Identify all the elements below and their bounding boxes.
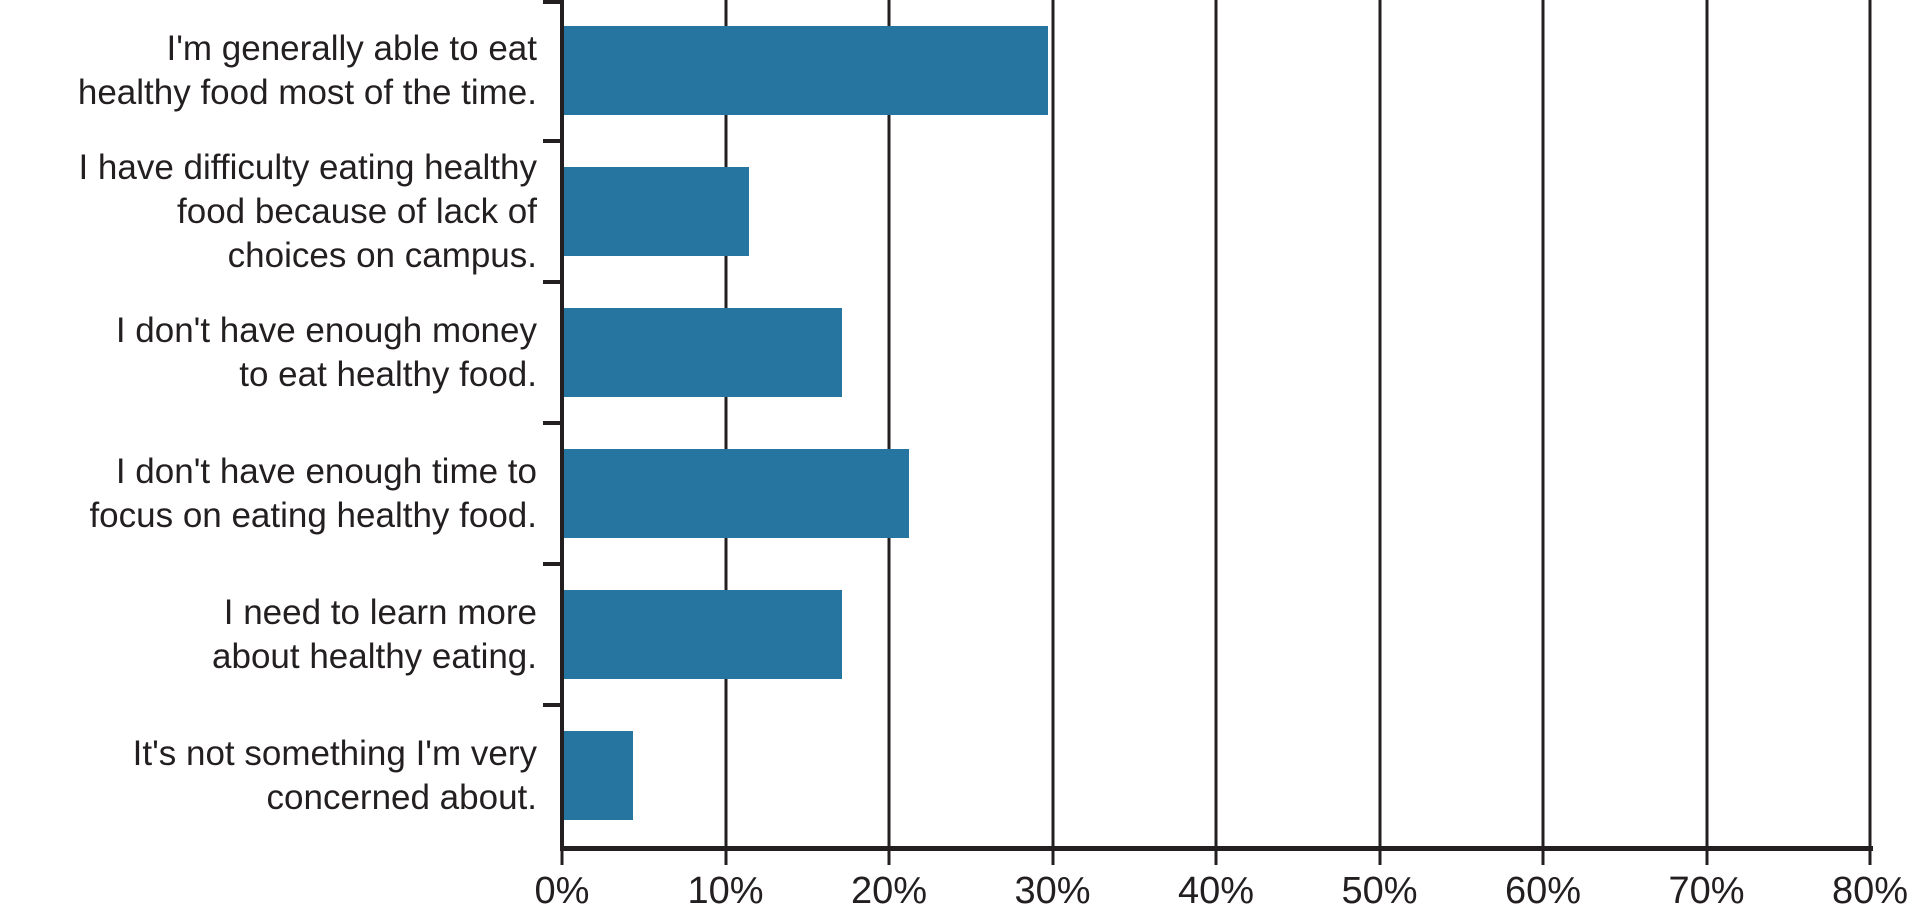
category-label: I don't have enough time to focus on eat… bbox=[89, 451, 537, 535]
category-label: I need to learn more about healthy eatin… bbox=[212, 592, 537, 676]
x-tick-label: 20% bbox=[850, 870, 928, 912]
plot-area: 0% 10% 20% 30% 40% 50% 60% 70% 80% bbox=[535, 0, 1907, 912]
vertical-gridline bbox=[1868, 0, 1872, 846]
x-tick-label: 30% bbox=[1014, 870, 1091, 912]
category-label: It's not something I'm very concerned ab… bbox=[132, 733, 537, 817]
x-tick-mark bbox=[1378, 846, 1381, 865]
category-label: I don't have enough money to eat healthy… bbox=[115, 310, 537, 394]
y-tick-mark bbox=[543, 562, 562, 566]
bar bbox=[564, 731, 633, 820]
vertical-gridline bbox=[1214, 0, 1218, 846]
y-tick-mark bbox=[543, 280, 562, 284]
x-tick-label: 50% bbox=[1341, 870, 1418, 912]
y-tick-mark bbox=[543, 421, 562, 425]
category-label-slot: I don't have enough money to eat healthy… bbox=[0, 282, 537, 423]
x-tick-label: 80% bbox=[1831, 870, 1907, 912]
category-label-slot: I don't have enough time to focus on eat… bbox=[0, 423, 537, 564]
vertical-gridline bbox=[1705, 0, 1708, 846]
category-labels: I'm generally able to eat healthy food m… bbox=[0, 0, 537, 846]
x-tick-mark bbox=[724, 846, 727, 865]
x-tick-label: 40% bbox=[1177, 870, 1255, 912]
x-tick-label: 60% bbox=[1504, 870, 1582, 912]
bar bbox=[564, 26, 1048, 115]
bar bbox=[564, 449, 909, 538]
bar bbox=[564, 590, 842, 679]
y-axis-line bbox=[560, 0, 564, 846]
x-tick-mark bbox=[1705, 846, 1708, 865]
x-tick-mark bbox=[1868, 846, 1872, 865]
x-tick-label: 70% bbox=[1668, 870, 1745, 912]
y-tick-mark bbox=[543, 139, 562, 143]
vertical-gridline bbox=[887, 0, 891, 846]
x-tick-label: 0% bbox=[534, 870, 590, 912]
x-tick-label: 10% bbox=[687, 870, 764, 912]
x-tick-mark bbox=[1541, 846, 1545, 865]
category-label-slot: It's not something I'm very concerned ab… bbox=[0, 705, 537, 846]
x-tick-mark bbox=[1214, 846, 1218, 865]
vertical-gridline bbox=[724, 0, 727, 846]
y-tick-mark bbox=[543, 0, 562, 4]
category-label-slot: I need to learn more about healthy eatin… bbox=[0, 564, 537, 705]
x-tick-mark bbox=[887, 846, 891, 865]
category-label-slot: I'm generally able to eat healthy food m… bbox=[0, 0, 537, 141]
category-label-slot: I have difficulty eating healthy food be… bbox=[0, 141, 537, 282]
bar bbox=[564, 167, 749, 256]
vertical-gridline bbox=[1051, 0, 1054, 846]
vertical-gridline bbox=[1541, 0, 1545, 846]
category-label: I have difficulty eating healthy food be… bbox=[78, 147, 537, 275]
x-axis-line bbox=[560, 846, 1873, 851]
x-tick-mark bbox=[560, 846, 564, 865]
x-tick-mark bbox=[1051, 846, 1054, 865]
vertical-gridline bbox=[1378, 0, 1381, 846]
bar bbox=[564, 308, 842, 397]
y-tick-mark bbox=[543, 703, 562, 707]
category-label: I'm generally able to eat healthy food m… bbox=[77, 28, 537, 112]
